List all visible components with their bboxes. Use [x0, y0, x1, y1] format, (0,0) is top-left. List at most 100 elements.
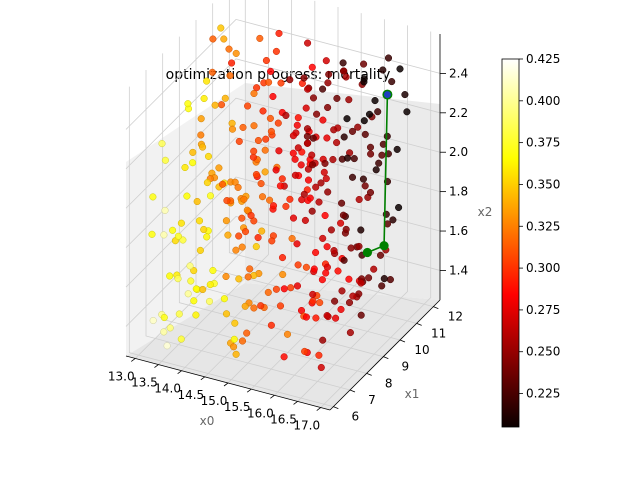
- scatter-point: [342, 73, 350, 81]
- colorbar-tick-label: 0.350: [526, 177, 560, 191]
- scatter-point: [272, 47, 280, 55]
- scatter-point: [276, 302, 285, 310]
- scatter-point: [166, 272, 174, 280]
- scatter-point: [209, 35, 217, 43]
- scatter-point: [262, 56, 270, 65]
- scatter-point: [357, 279, 365, 287]
- scatter-point: [261, 168, 269, 176]
- scatter-point: [339, 59, 347, 67]
- scatter-point: [396, 65, 404, 73]
- scatter-point: [360, 60, 368, 68]
- scatter-point: [386, 276, 394, 284]
- scatter-point: [230, 343, 238, 351]
- scatter-point: [300, 74, 308, 82]
- scatter-point: [267, 67, 275, 75]
- scatter-point: [266, 196, 274, 204]
- scatter-point: [374, 108, 382, 116]
- colorbar-tick-label: 0.400: [526, 94, 560, 108]
- scatter-point: [294, 144, 302, 152]
- scatter-point: [158, 140, 166, 148]
- scatter-point: [184, 100, 192, 108]
- back-pane: [245, 83, 440, 300]
- scatter-point: [278, 254, 287, 262]
- y-tick-label: 12: [448, 310, 463, 324]
- scatter-point: [278, 175, 286, 183]
- scatter-point: [360, 117, 368, 125]
- scatter-point: [348, 173, 357, 181]
- scatter-point: [343, 115, 351, 123]
- scatter-point: [246, 265, 254, 273]
- scatter-point: [327, 226, 335, 234]
- scatter-point: [378, 282, 386, 290]
- scatter-point: [174, 275, 182, 283]
- scatter-point: [322, 57, 330, 65]
- scatter-point: [204, 152, 213, 160]
- x-tick: [223, 382, 229, 387]
- x-tick-label: 14.0: [154, 382, 181, 396]
- scatter-point: [250, 89, 258, 98]
- z-gridline: [125, 18, 441, 130]
- scatter-point: [193, 197, 201, 206]
- scatter-point: [208, 68, 216, 76]
- scatter-point: [365, 110, 374, 118]
- scatter-point: [190, 267, 198, 275]
- y-tick: [366, 372, 372, 376]
- optimization-path: [362, 89, 393, 258]
- scatter-point: [310, 265, 318, 273]
- scatter-point: [316, 299, 324, 307]
- scatter-point: [361, 182, 369, 190]
- scatter-point: [372, 166, 380, 174]
- scatter-point: [401, 91, 409, 99]
- scatter-point: [241, 228, 250, 236]
- scatter-point: [217, 24, 225, 32]
- scatter-point: [232, 49, 240, 57]
- y-axis-line: [329, 299, 441, 411]
- scatter-point: [355, 195, 363, 204]
- scatter-point: [280, 353, 288, 361]
- x-tick-label: 13.5: [131, 376, 158, 390]
- scatter-point: [370, 265, 378, 273]
- scatter-point: [334, 267, 342, 275]
- z-tick-label: 2.2: [449, 106, 468, 120]
- z-gridline: [125, 215, 441, 327]
- scatter-point: [345, 96, 353, 104]
- scatter-point: [395, 203, 403, 212]
- best-point-marker: [382, 89, 393, 100]
- y-tick: [433, 306, 439, 310]
- scatter-point: [149, 193, 157, 201]
- y-tick-label: 10: [414, 343, 429, 357]
- scatter-point: [203, 179, 211, 187]
- scatter-point: [330, 126, 338, 134]
- scatter-point: [268, 237, 276, 245]
- scatter-point: [338, 287, 346, 295]
- scatter-point: [209, 266, 217, 275]
- y-tick-label: 6: [352, 410, 360, 424]
- scatter-point: [197, 115, 205, 123]
- colorbar-tick-label: 0.250: [526, 345, 560, 359]
- scatter-point: [195, 217, 204, 225]
- colorbar-gradient: [501, 58, 520, 428]
- scatter-point: [206, 192, 215, 200]
- scatter-point: [366, 143, 375, 151]
- colorbar-tick-label: 0.375: [526, 136, 560, 150]
- scatter-point: [306, 194, 314, 202]
- scatter-point: [337, 219, 345, 227]
- z-gridline: [125, 58, 441, 170]
- scatter-point: [232, 246, 240, 254]
- scatter-point: [243, 329, 251, 337]
- x-tick-label: 15.5: [224, 400, 251, 414]
- scatter-point: [348, 127, 357, 135]
- scatter-point: [200, 94, 208, 103]
- z-tick-label: 1.6: [449, 224, 468, 238]
- scatter-point: [241, 302, 249, 310]
- scatter-point: [300, 190, 308, 198]
- y-axis-label: x1: [405, 387, 420, 401]
- scatter-point: [308, 63, 316, 71]
- scatter-point: [304, 85, 312, 93]
- scatter-point: [286, 76, 294, 84]
- scatter-point: [309, 134, 317, 142]
- x-tick: [246, 388, 252, 393]
- z-tick-label: 2.0: [449, 145, 468, 159]
- scatter-point: [393, 145, 401, 153]
- scatter-point: [308, 161, 317, 169]
